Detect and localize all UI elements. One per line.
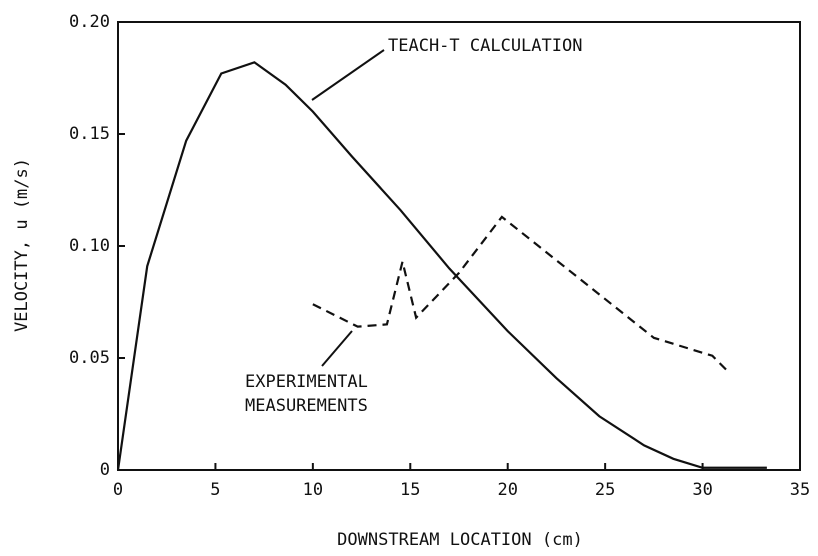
x-tick-label: 10 (303, 480, 323, 500)
x-tick-label: 5 (210, 480, 220, 500)
data-line (312, 215, 729, 373)
pointer (321, 330, 353, 367)
annotation: TEACH-T CALCULATION (388, 36, 582, 56)
x-tick-label: 20 (497, 480, 517, 500)
x-tick-label: 0 (113, 480, 123, 500)
annotation: EXPERIMENTAL (245, 372, 368, 392)
y-tick-label: 0.05 (69, 348, 110, 368)
data-line (116, 61, 767, 471)
annotation: MEASUREMENTS (245, 396, 368, 416)
y-axis-label: VELOCITY, u (m/s) (12, 158, 32, 332)
plot-frame (117, 21, 801, 471)
y-tick-label: 0.10 (69, 236, 110, 256)
y-tick-label: 0.15 (69, 124, 110, 144)
pointer (311, 49, 385, 101)
x-tick-label: 35 (790, 480, 810, 500)
y-tick-label: 0 (100, 460, 110, 480)
y-tick-label: 0.20 (69, 12, 110, 32)
x-tick-label: 15 (400, 480, 420, 500)
x-axis-label: DOWNSTREAM LOCATION (cm) (337, 530, 583, 550)
x-tick-label: 25 (595, 480, 615, 500)
x-tick-label: 30 (692, 480, 712, 500)
